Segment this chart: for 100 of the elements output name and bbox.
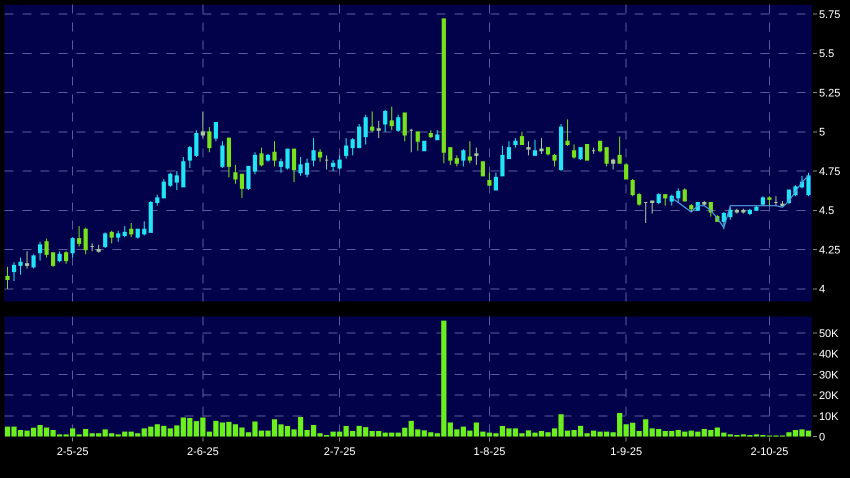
x-tick-label: 2-7-25 [324,446,356,458]
candlestick [552,153,557,167]
candlestick [532,139,538,156]
candlestick [64,250,68,264]
x-tick-label: 2-5-25 [56,446,89,458]
candlestick [565,118,570,147]
candlestick [494,172,498,190]
y-tick-label: 0 [818,431,826,444]
candlestick [90,242,94,252]
candlestick [5,266,10,290]
line-series [671,175,810,228]
candlestick [604,147,609,167]
candlestick [214,122,218,142]
candlestick [428,130,433,139]
candlestick [311,138,316,167]
candlestick [96,244,101,254]
candlestick [396,114,400,132]
candlestick [663,194,668,206]
y-tick-label: 10K [818,410,840,423]
candlestick [324,154,329,170]
candlestick [116,230,120,242]
candlestick [70,236,75,258]
candlestick [298,156,303,176]
candlestick [136,228,140,240]
candlestick [435,130,440,140]
candlestick [181,156,186,188]
candlestick [500,146,505,176]
candlestick [754,205,758,211]
candlestick [376,120,381,139]
x-tick-label: 1-8-25 [474,446,506,458]
candlestick [266,153,270,162]
candlestick [448,147,452,166]
candlestick [31,254,36,269]
candlestick [252,152,258,175]
candlestick [338,154,342,170]
candlestick [344,138,348,160]
y-tick-label: 4 [818,284,826,296]
candlestick [734,208,739,214]
candlestick [572,144,576,160]
y-tick-label: 30K [818,369,840,382]
y-tick-label: 4.25 [818,244,840,256]
candlestick [194,130,198,158]
candlestick [480,161,485,176]
candlestick [526,140,531,156]
candlestick [506,140,512,160]
candlestick [650,200,654,214]
candlestick [58,250,62,263]
candlestick [689,204,694,212]
y-tick-label: 20K [818,390,840,402]
candlestick [592,147,596,154]
candlestick [806,172,811,197]
y-tick-label: 50K [818,328,840,340]
candlestick [44,238,49,258]
candlestick [155,194,160,206]
candlestick [630,178,635,197]
candlestick [760,196,765,206]
x-tick-label: 2-10-25 [750,446,788,458]
candlestick [656,192,661,205]
candlestick [207,126,212,153]
candlestick [233,164,238,184]
candlestick [728,206,732,220]
candlestick [676,188,680,204]
candlestick [364,114,368,145]
candlestick [644,202,648,224]
candlestick [370,110,374,132]
candlestick [142,220,146,236]
candlestick [226,138,232,178]
candlestick [110,230,114,244]
candlestick [539,138,544,154]
candlestick [84,227,88,255]
candlestick [422,140,426,152]
candlestick [12,262,16,282]
candlestick [624,162,628,180]
candlestick [200,110,205,139]
candlestick [520,131,524,145]
candlestick [168,172,172,188]
candlestick [546,147,550,156]
candlestick [611,158,616,170]
candlestick [38,241,42,262]
candlestick [741,208,746,214]
candlestick [722,211,726,230]
candlestick [51,252,56,268]
candlestick [357,124,362,148]
candlestick [474,147,478,166]
candlestick [383,109,388,132]
candlestick [77,226,82,247]
candlestick [748,208,752,216]
x-tick-label: 2-6-25 [186,446,219,458]
candlestick [682,188,687,202]
candlestick [442,18,446,164]
candlestick [18,256,23,276]
candlestick [103,232,108,249]
y-tick-label: 5.5 [818,48,834,60]
candlestick [670,194,674,206]
candlestick [331,160,336,172]
y-tick-label: 40K [818,348,840,361]
candlestick [285,148,290,170]
candlestick [246,166,251,190]
candlestick [162,178,166,198]
candlestick [188,146,192,168]
